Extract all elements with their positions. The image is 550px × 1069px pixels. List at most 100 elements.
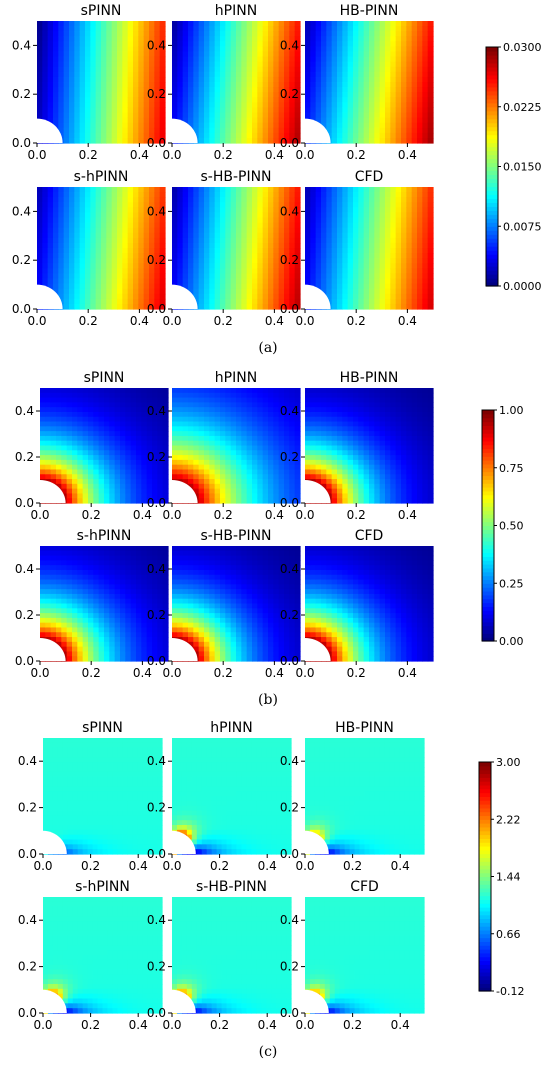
heatmap-cell (198, 227, 205, 234)
heatmap-cell (98, 402, 105, 408)
heatmap-cell (95, 56, 102, 63)
heatmap-cell (321, 258, 327, 264)
heatmap-cell (204, 82, 210, 88)
heatmap-cell (321, 41, 327, 48)
heatmap-cell (326, 122, 333, 129)
heatmap-cell (214, 51, 221, 58)
heatmap-cell (159, 278, 166, 285)
heatmap-cell (310, 102, 317, 109)
heatmap-cell (127, 283, 134, 290)
heatmap-cell (353, 283, 359, 290)
heatmap-cell (204, 232, 210, 239)
heatmap-cell (262, 112, 269, 119)
heatmap-cell (157, 493, 164, 499)
heatmap-cell (188, 87, 194, 93)
heatmap-cell (120, 388, 126, 394)
heatmap-cell (401, 102, 407, 109)
heatmap-cell (305, 51, 311, 58)
heatmap-cell (111, 197, 118, 203)
heatmap-cell (347, 66, 354, 73)
heatmap-cell (411, 92, 418, 98)
heatmap-cell (220, 411, 226, 418)
heatmap-cell (337, 21, 343, 27)
heatmap-cell (289, 248, 296, 254)
heatmap-cell (369, 248, 375, 254)
heatmap-cell (204, 421, 210, 427)
heatmap-cell (379, 107, 386, 114)
heatmap-cell (95, 117, 102, 124)
heatmap-cell (63, 71, 70, 78)
heatmap-cell (93, 479, 100, 485)
heatmap-cell (214, 435, 221, 442)
heatmap-cell (225, 392, 232, 399)
heatmap-cell (114, 388, 121, 394)
heatmap-cell (63, 258, 70, 264)
heatmap-cell (331, 469, 338, 475)
heatmap-cell (230, 455, 237, 461)
heatmap-cell (154, 237, 161, 244)
heatmap-cell (109, 498, 116, 504)
heatmap-cell (204, 479, 210, 485)
heatmap-cell (101, 51, 107, 58)
heatmap-cell (198, 421, 205, 427)
heatmap-cell (157, 469, 164, 475)
heatmap-cell (241, 197, 248, 203)
heatmap-cell (257, 397, 264, 403)
heatmap-cell (326, 474, 333, 480)
heatmap-cell (85, 303, 91, 310)
heatmap-cell (374, 197, 381, 203)
heatmap-cell (236, 192, 242, 198)
heatmap-cell (95, 253, 102, 259)
heatmap-cell (390, 41, 397, 48)
heatmap-cell (95, 273, 102, 280)
heatmap-cell (252, 411, 258, 418)
heatmap-cell (149, 207, 155, 214)
heatmap-cell (61, 411, 68, 418)
heatmap-cell (204, 426, 210, 432)
heatmap-cell (305, 411, 311, 418)
heatmap-cell (305, 227, 311, 234)
y-tick-label: 0.0 (15, 496, 34, 510)
heatmap-cell (241, 411, 248, 418)
heatmap-cell (369, 222, 375, 229)
heatmap-cell (93, 426, 100, 432)
heatmap-cell (246, 87, 253, 93)
heatmap-cell (188, 431, 194, 437)
heatmap-cell (310, 112, 317, 119)
heatmap-cell (268, 298, 274, 305)
heatmap-cell (198, 498, 205, 504)
heatmap-cell (252, 212, 258, 219)
heatmap-cell (101, 117, 107, 124)
heatmap-cell (72, 392, 78, 399)
heatmap-cell (347, 127, 354, 134)
heatmap-cell (130, 388, 137, 394)
heatmap-cell (342, 402, 349, 408)
heatmap-cell (411, 187, 418, 193)
heatmap-cell (149, 248, 155, 254)
heatmap-cell (417, 263, 423, 269)
heatmap-cell (358, 21, 365, 27)
heatmap-cell (252, 87, 258, 93)
heatmap-cell (390, 253, 397, 259)
heatmap-cell (337, 416, 343, 423)
heatmap-cell (220, 41, 226, 48)
heatmap-cell (252, 298, 258, 305)
heatmap-cell (74, 71, 81, 78)
heatmap-cell (379, 92, 386, 98)
heatmap-cell (326, 227, 333, 234)
heatmap-cell (152, 426, 158, 432)
heatmap-cell (138, 61, 145, 68)
heatmap-cell (417, 51, 423, 58)
heatmap-cell (342, 207, 349, 214)
heatmap-cell (220, 293, 226, 300)
heatmap-cell (310, 402, 317, 408)
heatmap-cell (138, 268, 145, 275)
heatmap-cell (53, 237, 59, 244)
heatmap-cell (257, 450, 264, 456)
heatmap-cell (331, 483, 338, 490)
heatmap-cell (220, 278, 226, 285)
heatmap-cell (284, 82, 290, 88)
heatmap-cell (246, 273, 253, 280)
heatmap-cell (236, 212, 242, 219)
heatmap-cell (236, 258, 242, 264)
